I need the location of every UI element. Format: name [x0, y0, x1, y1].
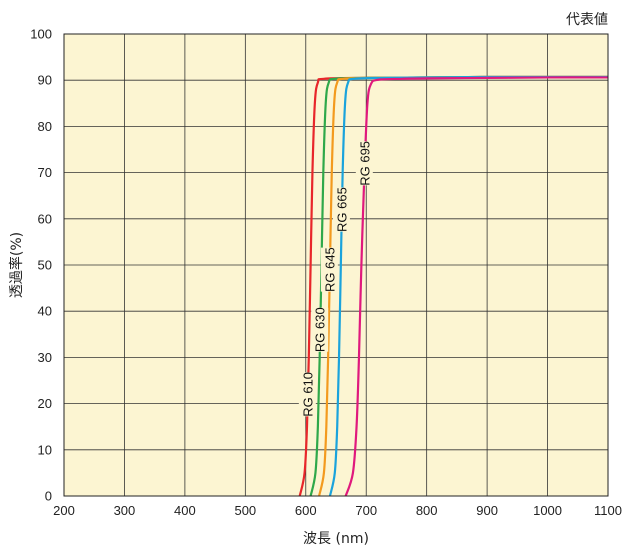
curve-label-backdrop: [311, 307, 329, 352]
plot-frame: [63, 33, 609, 497]
y-tick-label: 10: [38, 442, 52, 457]
x-tick-label: 300: [114, 503, 136, 518]
curve-label-backdrop: [355, 141, 373, 186]
x-tick-label: 800: [416, 503, 438, 518]
curve-label-group: RG 665: [332, 187, 350, 232]
y-tick-label: 70: [38, 165, 52, 180]
y-tick-label: 60: [38, 211, 52, 226]
x-tick-label: 1000: [533, 503, 562, 518]
curve-label: RG 610: [300, 372, 315, 417]
y-tick-labels: 0 10 20 30 40 50 60 70 80 90 100: [30, 27, 52, 504]
x-tick-label: 600: [295, 503, 317, 518]
representative-values-note: 代表値: [566, 12, 608, 28]
curve-label: RG 695: [357, 141, 372, 186]
x-tick-label: 900: [476, 503, 498, 518]
curve-label: RG 630: [313, 307, 328, 352]
curve-label-group: RG 645: [320, 247, 338, 292]
curve-label-group: RG 610: [298, 372, 316, 417]
curve-label-group: RG 695: [355, 141, 373, 186]
x-tick-label: 1100: [594, 503, 622, 518]
y-tick-label: 30: [38, 350, 52, 365]
y-tick-label: 100: [30, 27, 52, 42]
curve-label-group: RG 630: [311, 307, 329, 352]
x-axis-label: 波長 (nm): [303, 531, 369, 547]
y-tick-label: 50: [38, 258, 52, 273]
x-tick-label: 500: [234, 503, 256, 518]
curve-label-backdrop: [332, 187, 350, 232]
y-tick-label: 20: [38, 396, 52, 411]
y-tick-label: 90: [38, 73, 52, 88]
curve-label-backdrop: [298, 372, 316, 417]
x-tick-label: 200: [53, 503, 75, 518]
y-tick-label: 0: [45, 489, 52, 504]
curve-label: RG 645: [322, 247, 337, 292]
x-tick-label: 400: [174, 503, 196, 518]
y-tick-label: 40: [38, 304, 52, 319]
y-tick-label: 80: [38, 119, 52, 134]
x-tick-label: 700: [355, 503, 377, 518]
x-tick-labels: 200 300 400 500 600 700 800 900 1000 1100: [53, 503, 622, 518]
curve-label-backdrop: [320, 247, 338, 292]
curve-rg-695: [344, 76, 609, 497]
curve-label: RG 665: [334, 187, 349, 232]
curve-labels: RG 610 RG 630 RG 645 RG 665 RG 695: [298, 141, 373, 417]
y-axis-label: 透過率(%): [8, 232, 25, 298]
